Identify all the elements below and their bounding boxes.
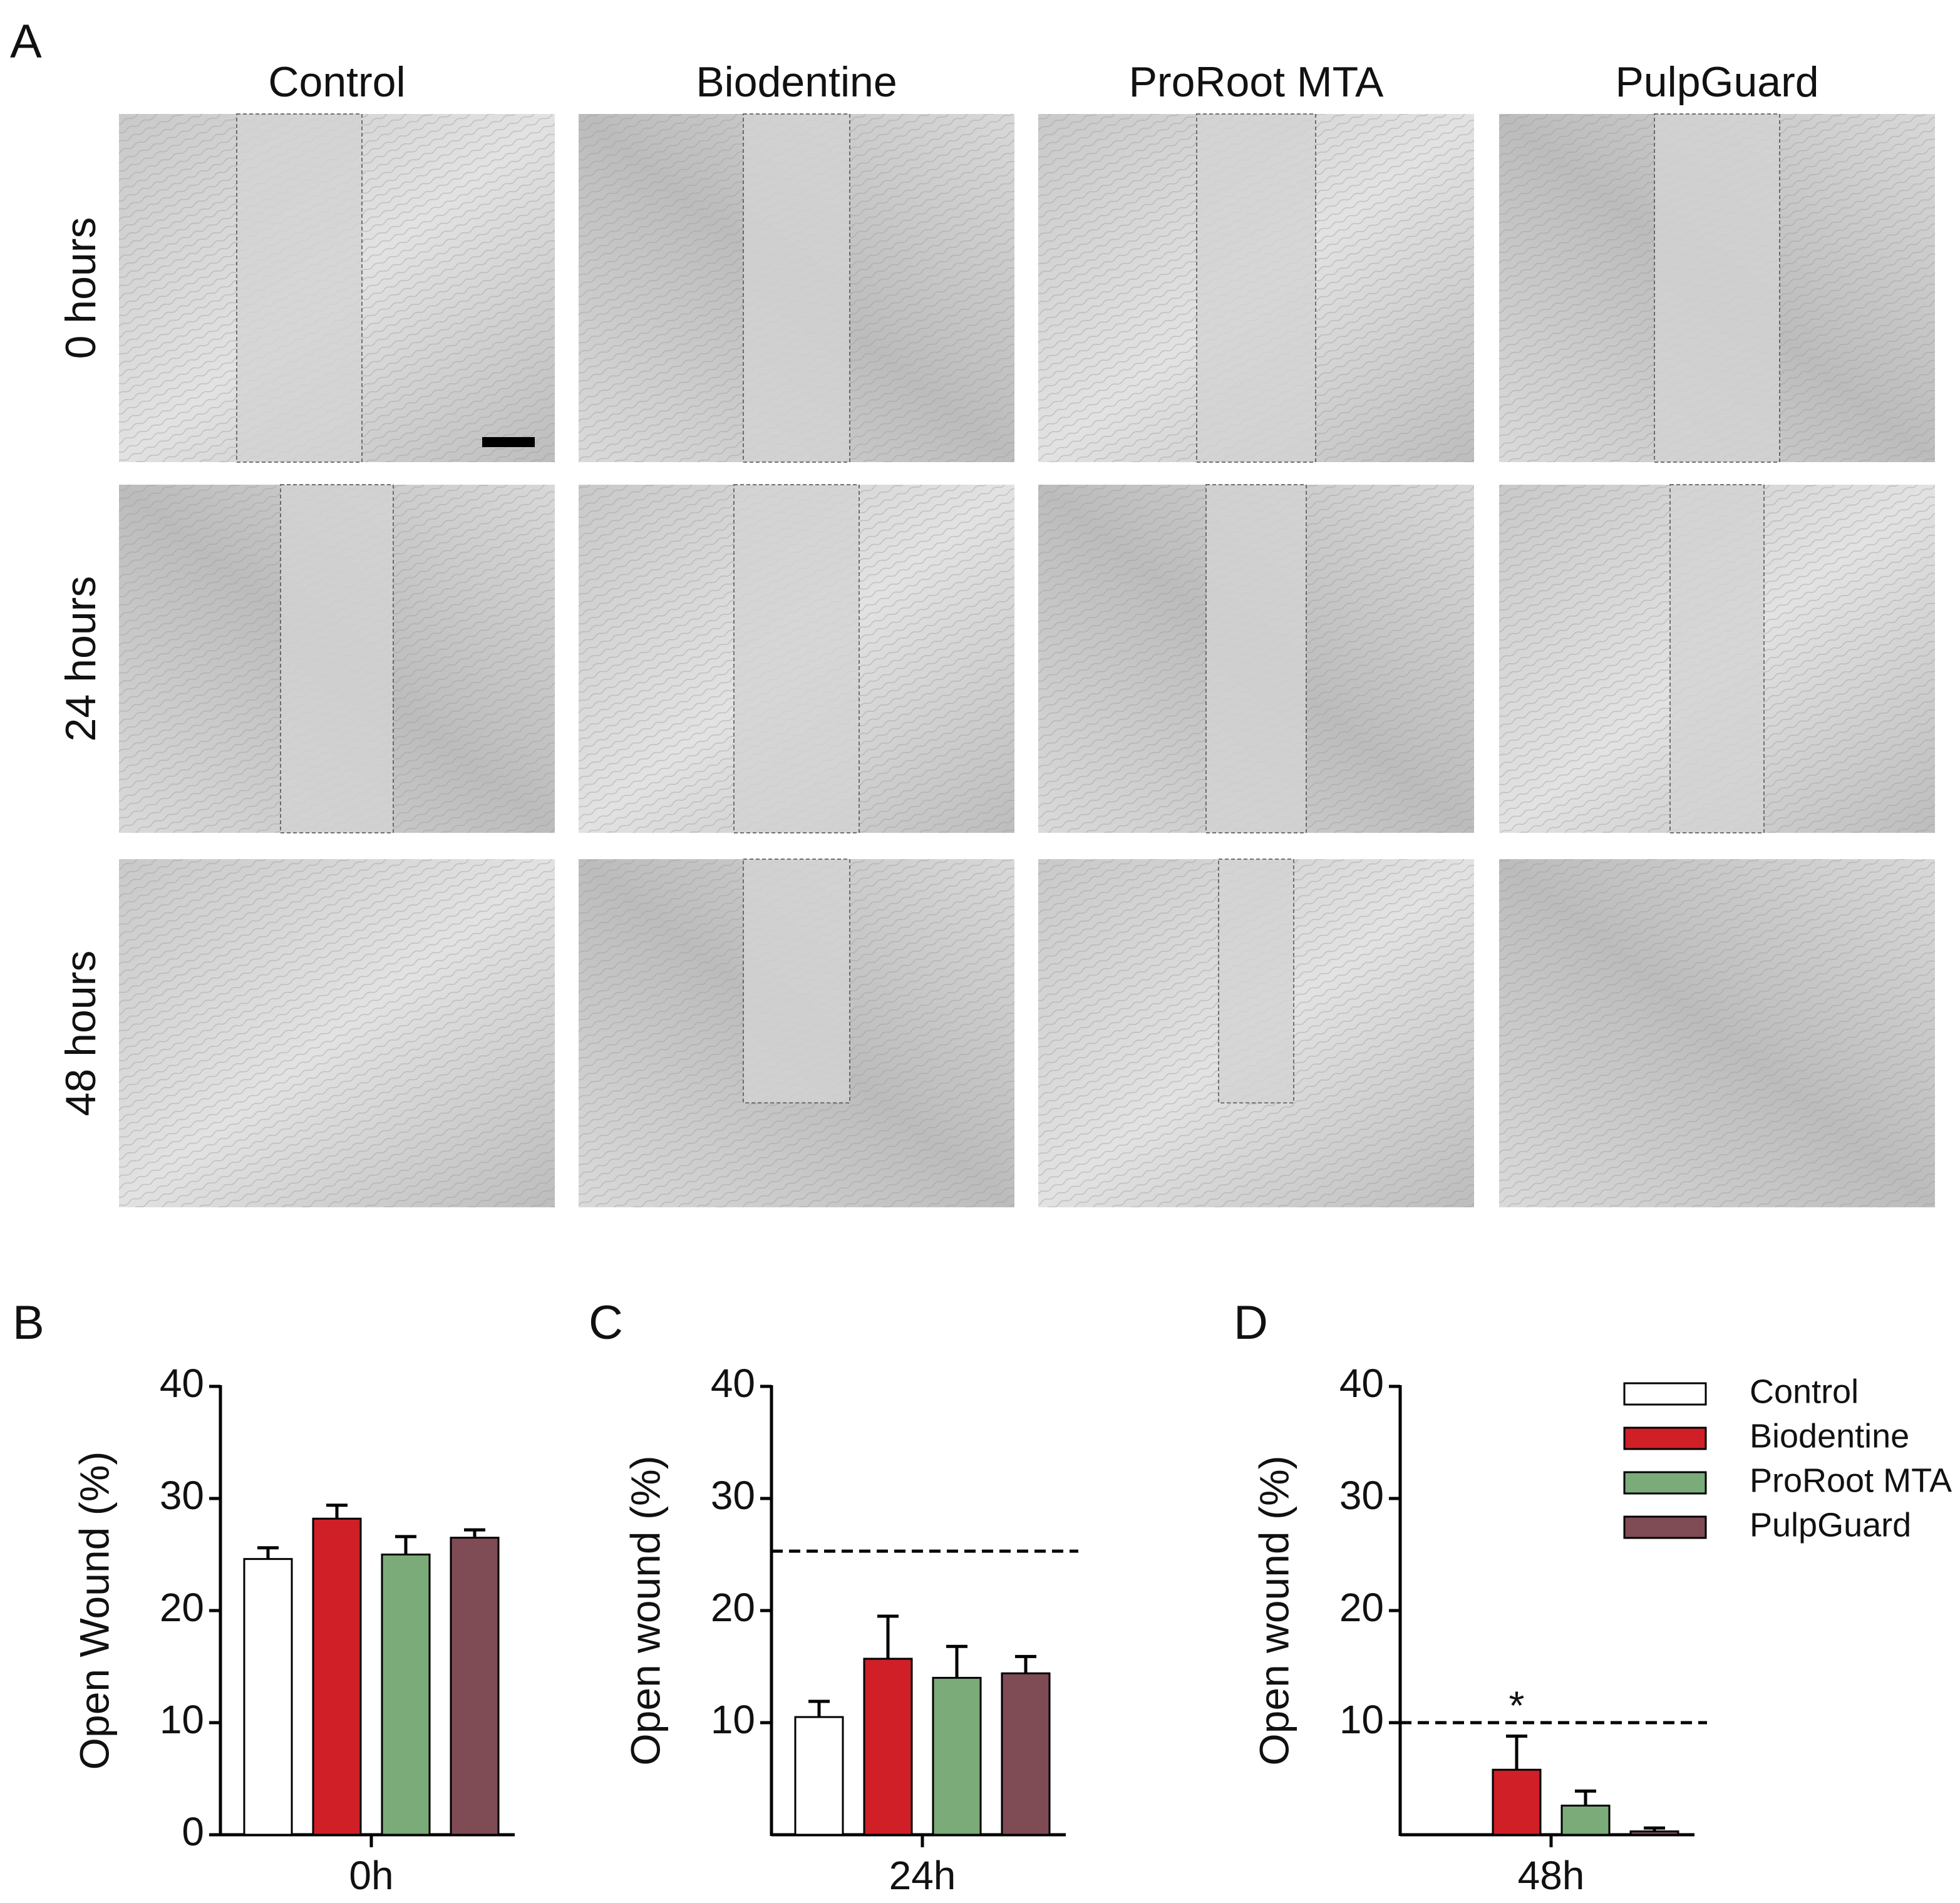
legend-swatch <box>1623 1471 1707 1495</box>
wound-area <box>1669 484 1765 833</box>
y-tick-label: 10 <box>711 1697 755 1742</box>
legend-swatch <box>1623 1426 1707 1450</box>
bar <box>794 1716 844 1836</box>
y-tick-label: 40 <box>711 1361 755 1406</box>
y-axis-label: Open Wound (%) <box>71 1452 117 1770</box>
micrograph-texture <box>119 859 555 1207</box>
bar <box>1560 1804 1611 1836</box>
y-tick-label: 10 <box>1339 1697 1384 1742</box>
y-tick-label: 40 <box>160 1361 204 1406</box>
wound-area <box>743 113 850 463</box>
bar <box>1492 1768 1542 1836</box>
panel-label: D <box>1234 1296 1268 1349</box>
panel-label: B <box>13 1296 44 1349</box>
legend-swatch <box>1623 1382 1707 1406</box>
y-axis-label: Open wound (%) <box>622 1455 668 1765</box>
bar <box>1001 1672 1051 1836</box>
y-tick-label: 30 <box>160 1473 204 1518</box>
bar <box>932 1676 982 1836</box>
wound-area <box>733 484 860 833</box>
legend-label: Biodentine <box>1750 1417 1909 1455</box>
y-tick-label: 30 <box>711 1473 755 1518</box>
row-label: 24 hours <box>57 576 105 742</box>
bar <box>450 1537 500 1836</box>
x-tick-label: 24h <box>889 1853 956 1898</box>
micrograph-grid <box>119 113 1935 1207</box>
scale-bar <box>482 437 535 447</box>
column-label: ProRoot MTA <box>1129 58 1384 106</box>
y-tick-label: 0 <box>182 1809 204 1854</box>
legend-label: PulpGuard <box>1750 1506 1911 1544</box>
wound-area <box>743 859 850 1104</box>
panel-label: C <box>589 1296 623 1349</box>
wound-area <box>280 484 394 833</box>
y-axis-label: Open wound (%) <box>1251 1455 1297 1765</box>
legend-label: ProRoot MTA <box>1750 1462 1952 1499</box>
annotation: * <box>1509 1683 1525 1728</box>
bar <box>863 1658 913 1836</box>
row-label: 0 hours <box>57 217 105 359</box>
x-tick-label: 0h <box>349 1853 393 1898</box>
wound-area <box>1218 859 1294 1104</box>
panel-label: A <box>10 15 42 68</box>
column-label: Control <box>268 58 405 106</box>
column-label: Biodentine <box>696 58 897 106</box>
micrograph-texture <box>1499 859 1935 1207</box>
x-tick-label: 48h <box>1518 1853 1585 1898</box>
y-tick-label: 20 <box>711 1585 755 1630</box>
wound-area <box>1654 113 1780 463</box>
row-label: 48 hours <box>57 951 105 1117</box>
wound-area <box>1196 113 1316 463</box>
bar <box>312 1517 362 1836</box>
bar <box>381 1554 431 1836</box>
y-tick-label: 20 <box>1339 1585 1384 1630</box>
bar <box>243 1558 293 1836</box>
y-tick-label: 40 <box>1339 1361 1384 1406</box>
wound-area <box>236 113 363 463</box>
legend-swatch <box>1623 1515 1707 1539</box>
legend-label: Control <box>1750 1373 1859 1410</box>
bar <box>1629 1830 1679 1836</box>
y-tick-label: 20 <box>160 1585 204 1630</box>
wound-area <box>1205 484 1307 833</box>
y-tick-label: 30 <box>1339 1473 1384 1518</box>
y-tick-label: 10 <box>160 1697 204 1742</box>
column-label: PulpGuard <box>1615 58 1818 106</box>
